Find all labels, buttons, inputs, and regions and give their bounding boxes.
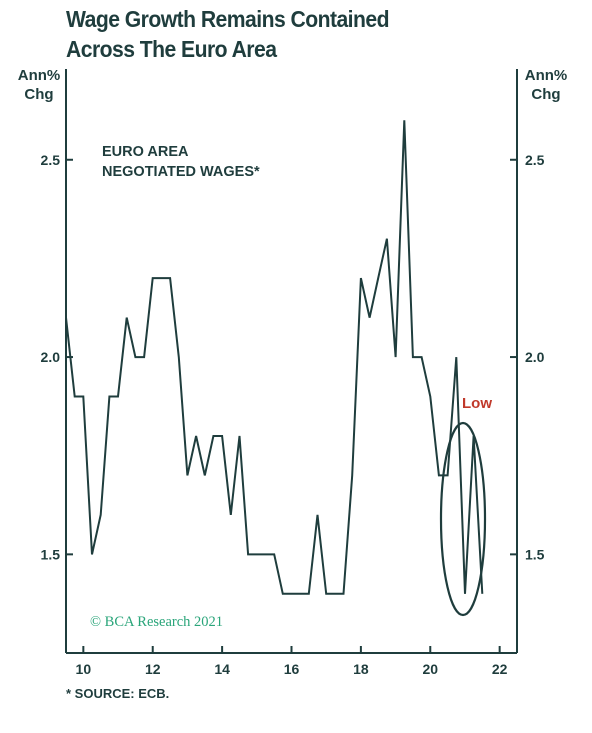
- chart-title-line-1: Wage Growth Remains Contained: [66, 6, 390, 32]
- chart-title: Wage Growth Remains Contained Across The…: [66, 4, 544, 64]
- right-y-unit-line-1: Ann%: [524, 67, 568, 84]
- source-footnote: * SOURCE: ECB.: [66, 686, 170, 701]
- series-label-line-1: EURO AREA: [102, 144, 189, 160]
- x-tick-label: 10: [76, 661, 92, 677]
- left-y-tick-label: 2.0: [41, 349, 61, 365]
- wage-growth-line: [65, 120, 484, 595]
- series-label-line-2: NEGOTIATED WAGES*: [102, 164, 260, 180]
- chart-title-line-2: Across The Euro Area: [66, 36, 277, 62]
- left-y-unit-line-2: Chg: [24, 86, 54, 103]
- right-y-unit-line-2: Chg: [531, 86, 561, 103]
- x-tick-label: 14: [214, 661, 230, 677]
- low-highlight-ellipse: [439, 421, 487, 617]
- left-y-tick-label: 1.5: [41, 546, 61, 562]
- low-annotation: Low: [462, 395, 492, 412]
- chart-ticks: 1.5 1.5 2.0 2.0 2.5 2.5 10 12 14 16 18 20 22: [41, 152, 545, 677]
- left-y-unit-line-1: Ann%: [17, 67, 61, 84]
- x-tick-label: 12: [145, 661, 161, 677]
- left-y-unit: Ann% Chg: [14, 66, 64, 104]
- right-y-tick-label: 1.5: [525, 546, 545, 562]
- x-tick-label: 18: [353, 661, 369, 677]
- x-tick-label: 16: [284, 661, 300, 677]
- x-tick-label: 20: [422, 661, 438, 677]
- right-y-tick-label: 2.5: [525, 152, 545, 168]
- plot-area: [65, 120, 484, 595]
- right-y-unit: Ann% Chg: [521, 66, 571, 104]
- left-y-tick-label: 2.5: [41, 152, 61, 168]
- right-y-tick-label: 2.0: [525, 349, 545, 365]
- x-tick-label: 22: [492, 661, 508, 677]
- copyright-label: © BCA Research 2021: [90, 614, 223, 630]
